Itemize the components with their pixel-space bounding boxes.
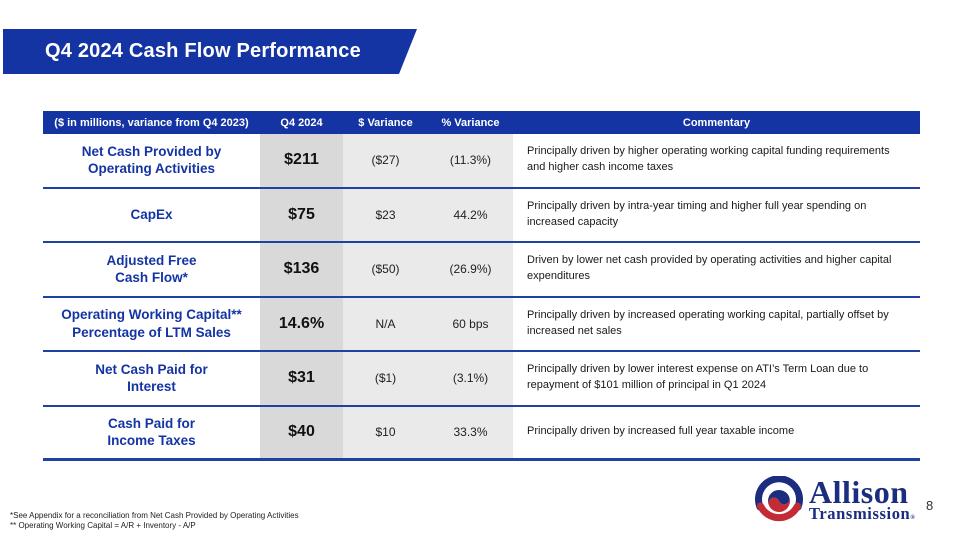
- column-header-q4-2024: Q4 2024: [280, 116, 323, 129]
- column-header-pct-variance: % Variance: [441, 116, 500, 129]
- table-row: Adjusted Free Cash Flow* $136 ($50) (26.…: [43, 243, 920, 298]
- row-commentary: Principally driven by increased operatin…: [527, 308, 889, 337]
- table-row: Cash Paid for Income Taxes $40 $10 33.3%…: [43, 406, 920, 461]
- logo-subname: Transmission®: [809, 504, 916, 524]
- row-label: Adjusted Free Cash Flow*: [106, 252, 197, 286]
- column-header-units: ($ in millions, variance from Q4 2023): [54, 116, 249, 129]
- row-q4-value: $211: [260, 134, 343, 187]
- row-pct-variance: 60 bps: [428, 297, 513, 350]
- row-pct-variance: (26.9%): [428, 243, 513, 296]
- row-q4-value: $136: [260, 243, 343, 296]
- page-number: 8: [926, 498, 934, 513]
- row-label: Operating Working Capital** Percentage o…: [61, 307, 242, 340]
- allison-emblem-icon: [755, 476, 803, 522]
- logo-name: Allison: [809, 473, 909, 510]
- cash-flow-table: ($ in millions, variance from Q4 2023) Q…: [43, 111, 920, 461]
- page-title: Q4 2024 Cash Flow Performance: [45, 40, 361, 62]
- row-dollar-variance: $10: [343, 406, 428, 458]
- table-header-row: ($ in millions, variance from Q4 2023) Q…: [43, 111, 920, 134]
- allison-transmission-logo: Allison Transmission®: [754, 476, 915, 526]
- row-dollar-variance: ($1): [343, 352, 428, 405]
- row-commentary: Driven by lower net cash provided by ope…: [527, 254, 892, 283]
- column-header-commentary: Commentary: [682, 116, 751, 129]
- row-dollar-variance: ($27): [343, 134, 428, 187]
- column-header-dollar-variance: $ Variance: [358, 116, 413, 129]
- table-row: Net Cash Paid for Interest $31 ($1) (3.1…: [43, 352, 920, 407]
- row-q4-value: $40: [260, 406, 343, 458]
- row-label: Cash Paid for Income Taxes: [107, 415, 196, 449]
- registered-mark: ®: [910, 515, 916, 522]
- row-pct-variance: (11.3%): [428, 134, 513, 187]
- row-label: CapEx: [130, 206, 173, 222]
- logo-wordmark: Allison Transmission®: [809, 473, 916, 524]
- table-row: CapEx $75 $23 44.2% Principally driven b…: [43, 188, 920, 243]
- row-pct-variance: 44.2%: [428, 188, 513, 241]
- table-row: Net Cash Provided by Operating Activitie…: [43, 134, 920, 189]
- footnotes: *See Appendix for a reconciliation from …: [10, 511, 299, 532]
- table-row: Operating Working Capital** Percentage o…: [43, 297, 920, 352]
- row-pct-variance: 33.3%: [428, 406, 513, 458]
- footnote-owc-definition: ** Operating Working Capital = A/R + Inv…: [10, 521, 196, 531]
- row-commentary: Principally driven by intra-year timing …: [527, 199, 867, 228]
- row-commentary: Principally driven by increased full yea…: [527, 425, 795, 438]
- row-label: Net Cash Paid for Interest: [95, 361, 208, 395]
- row-commentary: Principally driven by higher operating w…: [527, 145, 890, 174]
- row-commentary: Principally driven by lower interest exp…: [527, 363, 869, 392]
- row-q4-value: 14.6%: [260, 297, 343, 350]
- row-pct-variance: (3.1%): [428, 352, 513, 405]
- row-q4-value: $75: [260, 188, 343, 241]
- row-dollar-variance: ($50): [343, 243, 428, 296]
- row-dollar-variance: $23: [343, 188, 428, 241]
- row-q4-value: $31: [260, 352, 343, 405]
- row-dollar-variance: N/A: [343, 297, 428, 350]
- row-label: Net Cash Provided by Operating Activitie…: [81, 143, 222, 177]
- title-banner: Q4 2024 Cash Flow Performance: [3, 29, 417, 74]
- footnote-appendix: *See Appendix for a reconciliation from …: [10, 511, 299, 520]
